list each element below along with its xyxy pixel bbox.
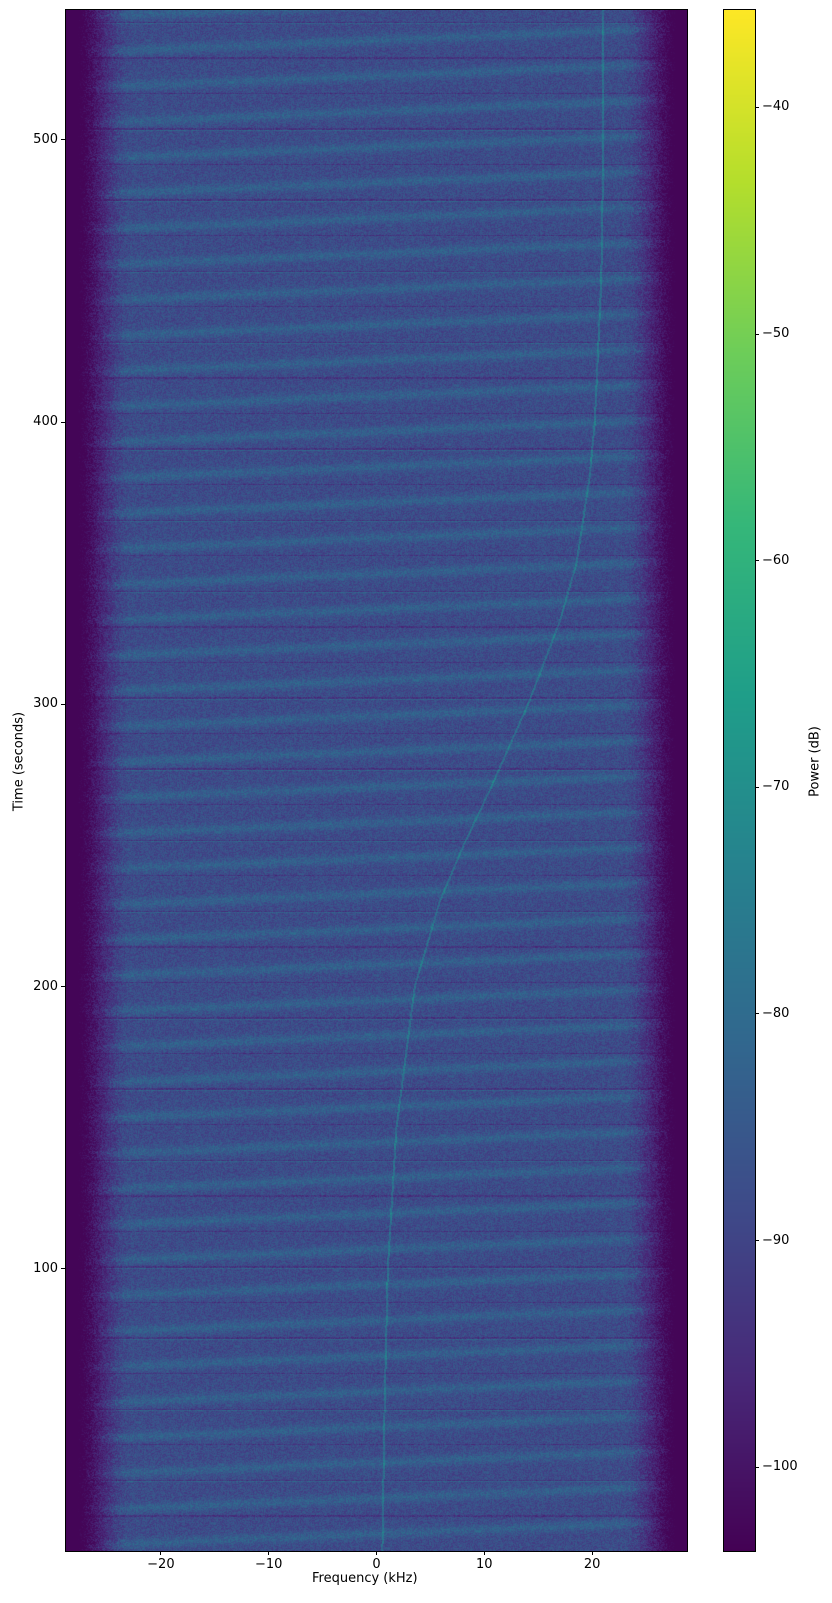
x-tick-mark [376, 1551, 377, 1555]
colorbar-tick-mark [755, 106, 759, 108]
y-tick-label: 300 [33, 696, 58, 712]
y-tick-label: 400 [33, 414, 58, 430]
y-tick-mark [61, 139, 65, 141]
y-tick-mark [61, 986, 65, 988]
y-tick-label: 200 [33, 978, 58, 994]
colorbar-tick-mark [755, 1240, 759, 1242]
colorbar-tick-label: −80 [762, 1005, 790, 1021]
y-tick-mark [61, 703, 65, 705]
colorbar-gradient [724, 10, 755, 1551]
x-tick-label: −10 [254, 1557, 283, 1572]
colorbar-tick-mark [755, 560, 759, 562]
x-tick-label: 10 [476, 1557, 493, 1572]
x-tick-label: −20 [147, 1557, 175, 1572]
x-tick-label: 0 [372, 1557, 381, 1572]
x-tick-mark [268, 1551, 270, 1555]
colorbar-tick-mark [755, 1466, 759, 1468]
colorbar-tick-label: −90 [762, 1232, 790, 1248]
colorbar-tick-label: −40 [762, 99, 790, 115]
x-axis-label: Frequency (kHz) [312, 1571, 418, 1586]
colorbar-tick-label: −60 [762, 552, 790, 568]
colorbar-tick-mark [755, 1013, 759, 1015]
colorbar-tick-label: −100 [762, 1459, 798, 1475]
y-tick-mark [61, 1268, 65, 1270]
plot-frame [65, 9, 688, 1552]
y-tick-mark [61, 421, 65, 423]
spectrogram-plot [65, 9, 688, 1552]
colorbar-tick-label: −50 [762, 326, 790, 342]
x-tick-mark [160, 1551, 162, 1555]
colorbar [723, 9, 756, 1552]
colorbar-tick-mark [755, 333, 759, 335]
colorbar-frame [723, 9, 756, 1552]
x-tick-mark [591, 1551, 593, 1555]
y-tick-label: 500 [33, 131, 58, 147]
colorbar-label: Power (dB) [807, 726, 823, 797]
x-tick-label: 20 [583, 1557, 601, 1572]
y-tick-label: 100 [33, 1260, 58, 1276]
y-axis-label: Time (seconds) [11, 711, 27, 812]
x-tick-mark [483, 1551, 485, 1555]
colorbar-tick-label: −70 [762, 779, 790, 795]
spectrogram-heatmap [66, 10, 687, 1551]
colorbar-tick-mark [755, 786, 759, 788]
